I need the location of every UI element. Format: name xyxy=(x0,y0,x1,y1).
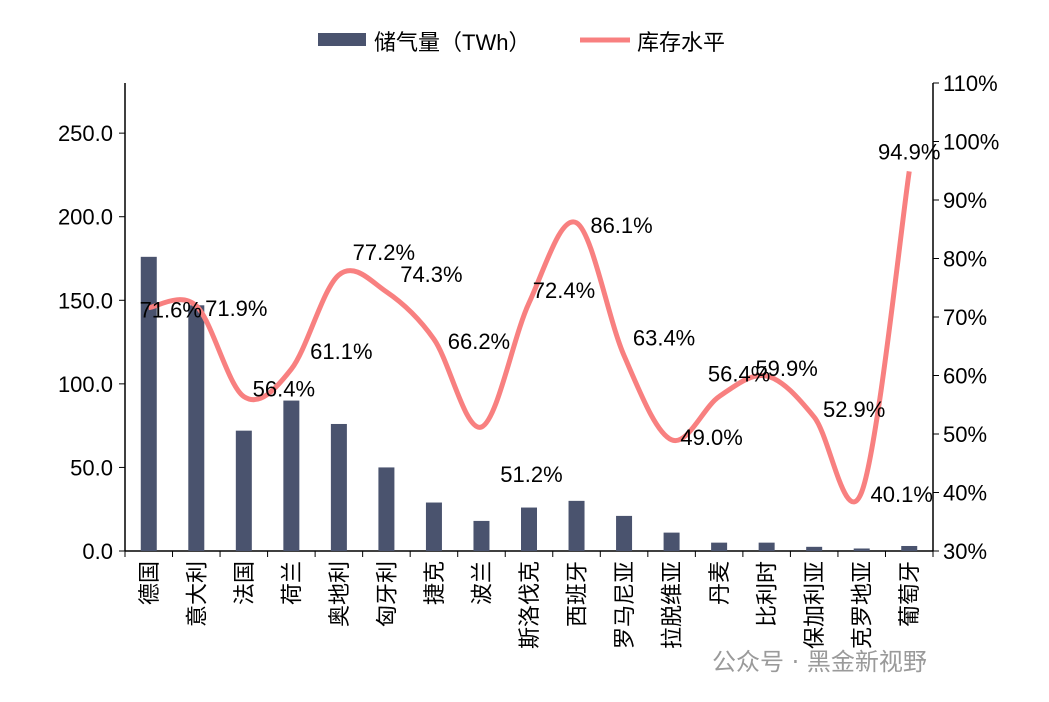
bar xyxy=(235,430,252,551)
category-label: 拉脱维亚 xyxy=(660,561,685,649)
right-tick-label: 50% xyxy=(943,422,987,447)
category-label: 西班牙 xyxy=(565,561,590,627)
category-label: 波兰 xyxy=(469,561,494,605)
right-tick-label: 90% xyxy=(943,188,987,213)
bar xyxy=(758,542,775,551)
right-tick-label: 60% xyxy=(943,364,987,389)
bar xyxy=(663,532,680,551)
left-tick-label: 250.0 xyxy=(58,121,113,146)
data-label: 94.9% xyxy=(878,139,940,164)
legend-bar-swatch xyxy=(318,33,366,46)
data-label: 52.9% xyxy=(823,397,885,422)
right-tick-label: 80% xyxy=(943,247,987,272)
right-tick-label: 100% xyxy=(943,130,999,155)
data-label: 72.4% xyxy=(533,278,595,303)
data-label: 66.2% xyxy=(448,329,510,354)
bar xyxy=(188,305,205,551)
data-label: 63.4% xyxy=(633,326,695,351)
bar xyxy=(853,548,870,551)
category-label: 克罗地亚 xyxy=(850,561,875,649)
category-label: 罗马尼亚 xyxy=(612,561,637,649)
legend-bar-label: 储气量（TWh） xyxy=(374,30,530,55)
left-tick-label: 150.0 xyxy=(58,288,113,313)
bar xyxy=(330,423,347,551)
left-tick-label: 50.0 xyxy=(70,455,113,480)
bar xyxy=(378,467,395,551)
right-tick-label: 40% xyxy=(943,481,987,506)
category-label: 斯洛伐克 xyxy=(517,561,542,649)
bar xyxy=(140,256,157,551)
bar xyxy=(806,546,823,551)
bar xyxy=(901,545,918,551)
data-label: 77.2% xyxy=(353,240,415,265)
category-label: 葡萄牙 xyxy=(897,561,922,627)
category-label: 丹麦 xyxy=(707,561,732,605)
bar xyxy=(521,507,537,551)
category-label: 匈牙利 xyxy=(374,561,399,627)
data-label: 59.9% xyxy=(755,356,817,381)
data-label: 56.4% xyxy=(253,377,315,402)
category-label: 捷克 xyxy=(422,561,447,605)
bar xyxy=(568,500,585,551)
line-series xyxy=(148,170,912,505)
right-tick-label: 70% xyxy=(943,305,987,330)
bar xyxy=(425,502,442,551)
left-tick-label: 200.0 xyxy=(58,205,113,230)
data-label: 71.9% xyxy=(205,296,267,321)
data-label: 61.1% xyxy=(310,339,372,364)
category-label: 荷兰 xyxy=(279,561,304,605)
category-label: 法国 xyxy=(232,561,257,605)
bar xyxy=(616,515,633,551)
data-label: 49.0% xyxy=(680,425,742,450)
category-label: 奥地利 xyxy=(327,561,352,627)
legend-line-label: 库存水平 xyxy=(637,30,725,55)
right-tick-label: 110% xyxy=(943,71,998,96)
left-tick-label: 100.0 xyxy=(58,372,113,397)
bar xyxy=(711,542,728,551)
category-label: 德国 xyxy=(137,561,162,605)
data-label: 71.6% xyxy=(140,298,202,323)
category-label: 比利时 xyxy=(755,561,780,627)
left-tick-label: 0.0 xyxy=(82,539,113,564)
category-label: 保加利亚 xyxy=(802,561,827,649)
watermark: 公众号 · 黑金新视野 xyxy=(712,648,927,676)
data-label: 86.1% xyxy=(590,213,652,238)
data-label: 56.4% xyxy=(708,362,770,387)
data-label: 51.2% xyxy=(500,462,562,487)
data-label: 74.3% xyxy=(400,262,462,287)
category-label: 意大利 xyxy=(184,561,209,627)
right-tick-label: 30% xyxy=(943,539,987,564)
data-label: 40.1% xyxy=(871,482,933,507)
bar xyxy=(473,520,490,551)
bar xyxy=(283,400,300,551)
